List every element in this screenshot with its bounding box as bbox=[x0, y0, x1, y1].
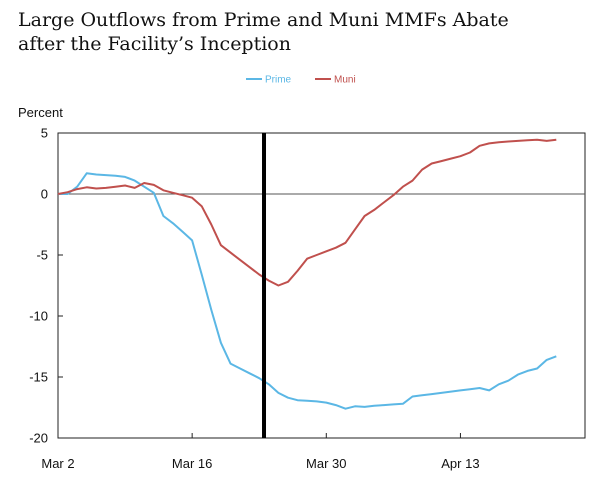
x-tick-label: Mar 16 bbox=[172, 456, 212, 471]
chart-title-line-1: Large Outflows from Prime and Muni MMFs … bbox=[18, 9, 509, 31]
y-tick-label: 0 bbox=[41, 187, 48, 202]
series-line-prime bbox=[58, 172, 557, 410]
y-tick-label: 5 bbox=[41, 126, 48, 141]
series-line-muni bbox=[57, 138, 557, 287]
chart-title-line-2: after the Facility’s Inception bbox=[18, 33, 291, 55]
plot-area: 5 0 -5 -10 -15 -20 Mar 2 Mar 16 Mar 30 Apr 13 bbox=[29, 126, 586, 471]
y-tick-label: -20 bbox=[29, 431, 48, 446]
x-tick-label: Apr 13 bbox=[441, 456, 479, 471]
legend-label-muni: Muni bbox=[334, 75, 356, 86]
y-tick-label: -5 bbox=[36, 248, 48, 263]
plot-frame bbox=[57, 132, 586, 439]
y-axis-label: Percent bbox=[18, 105, 63, 120]
y-tick-label: -10 bbox=[29, 309, 48, 324]
chart-title: Large Outflows from Prime and Muni MMFs … bbox=[18, 8, 588, 56]
x-tick-label: Mar 30 bbox=[306, 456, 346, 471]
legend: Prime Muni bbox=[246, 75, 356, 86]
y-tick-label: -15 bbox=[29, 370, 48, 385]
legend-label-prime: Prime bbox=[265, 75, 292, 86]
x-tick-label: Mar 2 bbox=[41, 456, 74, 471]
